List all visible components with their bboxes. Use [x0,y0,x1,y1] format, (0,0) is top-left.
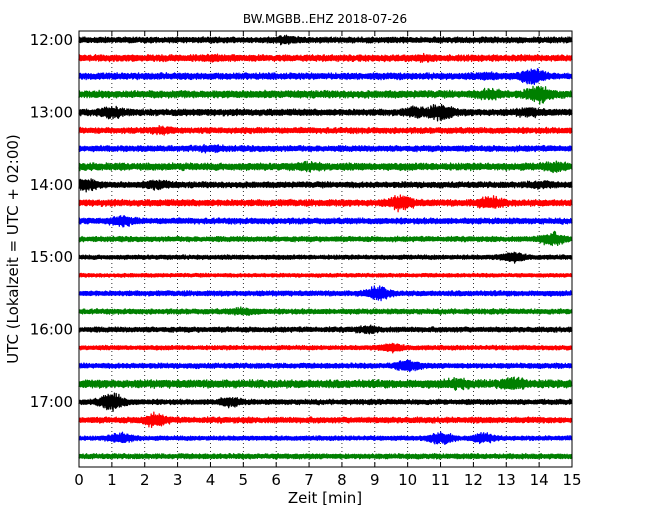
trace-1215 [78,52,573,64]
trace-1415 [78,194,573,213]
trace-1545 [78,306,573,316]
x-tick-label: 5 [239,471,249,489]
trace-1330 [78,143,573,154]
x-tick-label: 11 [431,471,450,489]
x-axis-label: Zeit [min] [288,489,362,507]
trace-1615 [78,342,573,354]
x-tick-label: 3 [173,471,183,489]
y-axis-label: UTC (Lokalzeit = UTC + 02:00) [4,134,22,364]
x-tick-label: 2 [140,471,150,489]
trace-1530 [78,285,573,302]
trace-1300 [78,104,573,122]
trace-1715 [78,411,573,428]
trace-1700 [78,392,573,412]
trace-1630 [78,359,573,373]
y-tick-label: 17:00 [30,393,73,411]
x-tick-label: 8 [337,471,347,489]
trace-1200 [78,34,573,46]
x-tick-label: 13 [497,471,516,489]
x-tick-label: 1 [107,471,117,489]
trace-1430 [78,215,573,228]
trace-1245 [78,85,573,105]
trace-1600 [78,324,573,335]
trace-1445 [78,230,573,247]
trace-1645 [78,376,573,391]
x-tick-label: 7 [304,471,314,489]
y-tick-label: 16:00 [30,321,73,339]
trace-1730 [78,431,573,445]
x-tick-label: 0 [74,471,84,489]
y-axis-ticks: 12:00 13:00 14:00 15:00 16:00 17:00 [30,31,572,411]
trace-1345 [78,160,573,174]
x-tick-label: 4 [206,471,216,489]
y-tick-label: 13:00 [30,103,73,121]
trace-1745 [78,452,573,460]
trace-1230 [78,68,573,86]
trace-1500 [78,251,573,264]
x-tick-label: 14 [530,471,549,489]
x-tick-label: 15 [562,471,581,489]
plot-frame [78,30,573,468]
trace-1315 [78,125,573,136]
chart-title: BW.MGBB..EHZ 2018-07-26 [243,12,407,26]
x-axis-ticks: 0 1 2 3 4 5 6 7 8 9 10 11 12 13 14 15 [74,31,582,489]
trace-1515 [78,272,573,278]
x-tick-label: 9 [370,471,380,489]
x-tick-label: 10 [398,471,417,489]
x-tick-label: 12 [464,471,483,489]
x-tick-label: 6 [271,471,281,489]
y-tick-label: 14:00 [30,176,73,194]
y-tick-label: 15:00 [30,248,73,266]
seismic-traces [78,34,573,460]
y-tick-label: 12:00 [30,31,73,49]
trace-1400 [78,178,573,193]
